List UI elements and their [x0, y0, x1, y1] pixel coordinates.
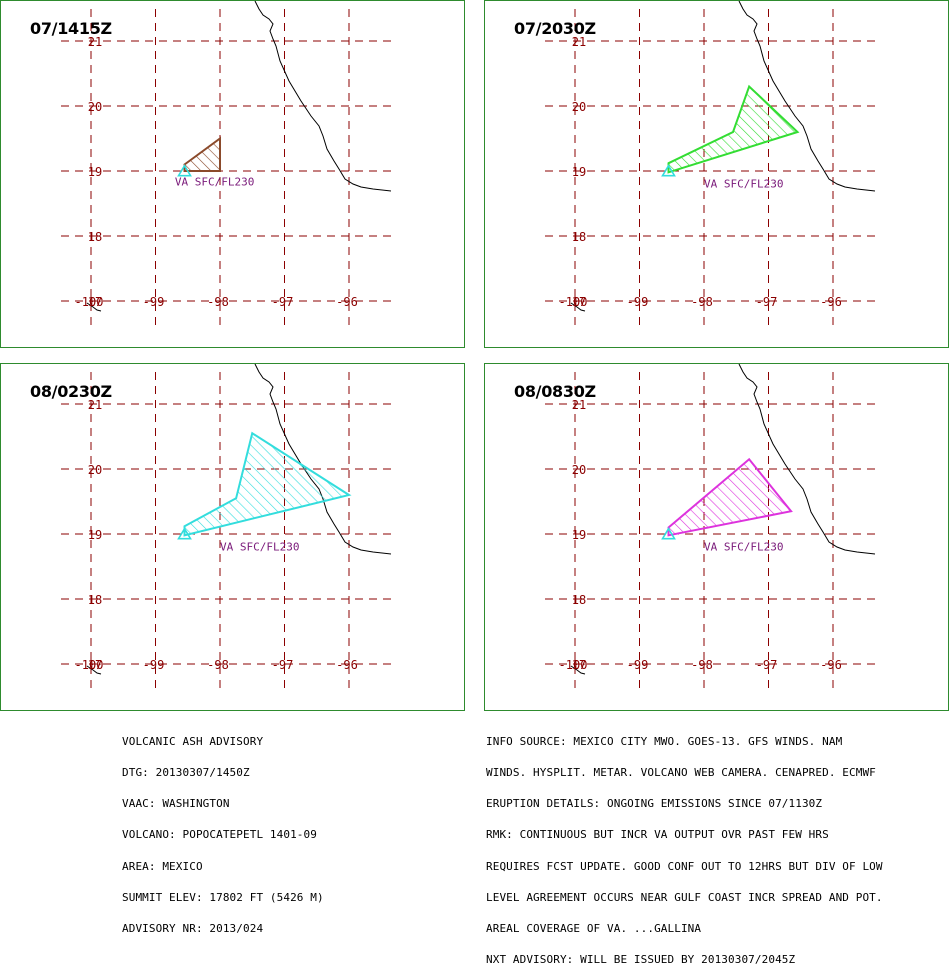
- lat-label: 17: [88, 658, 102, 672]
- lat-label: 19: [572, 165, 586, 179]
- lon-label: -96: [336, 295, 358, 309]
- lat-label: 19: [88, 165, 102, 179]
- panel-time-4: 08/0830Z: [514, 382, 596, 401]
- lat-label: 20: [572, 100, 586, 114]
- details-line: NXT ADVISORY: WILL BE ISSUED BY 20130307…: [486, 953, 796, 967]
- lon-label: -97: [272, 295, 294, 309]
- lat-label: 17: [88, 295, 102, 309]
- lat-label: 18: [88, 593, 102, 607]
- coastline-fragment: [86, 665, 102, 675]
- ash-cloud-outline: [667, 457, 793, 537]
- ash-cloud-fill: [184, 138, 220, 171]
- coastline: [738, 364, 876, 555]
- ash-cloud-label: VA SFC/FL230: [220, 540, 299, 553]
- ash-cloud-label: VA SFC/FL230: [704, 177, 783, 190]
- advisory-line: DTG: 20130307/1450Z: [122, 766, 250, 780]
- ash-map-4: 21 20 19 18 17-100 -99 -98 -97 -96 VA SFC/FL230: [545, 364, 876, 694]
- coastline-fragment: [570, 665, 586, 675]
- advisory-line: VOLCANO: POPOCATEPETL 1401-09: [122, 828, 317, 842]
- advisory-line: SUMMIT ELEV: 17802 FT (5426 M): [122, 890, 324, 904]
- ash-map-3: 21 20 19 18 17-100 -99 -98 -97 -96 VA SFC/FL230: [61, 364, 392, 694]
- ash-map-2: 21 20 19 18 17-100 -99 -98 -97 -96 VA SFC/FL230: [545, 1, 876, 331]
- advisory-line: VAAC: WASHINGTON: [122, 797, 230, 811]
- lon-label: -100: [75, 295, 104, 309]
- volcano-marker: [661, 527, 676, 540]
- lon-label: -99: [627, 658, 649, 672]
- lon-label: -100: [75, 658, 104, 672]
- lon-label: -97: [756, 295, 778, 309]
- volcano-marker: [661, 164, 676, 177]
- lat-label: 19: [88, 528, 102, 542]
- panel-time-3: 08/0230Z: [30, 382, 112, 401]
- lon-label: -97: [756, 658, 778, 672]
- lon-label: -98: [207, 295, 229, 309]
- lon-label: -98: [691, 658, 713, 672]
- forecast-panel-3: 21 20 19 18 17 -100 -99 -98 -97 -96 VA SFC/FL230 0…: [0, 363, 465, 711]
- lat-label: 21: [572, 398, 586, 412]
- lat-label: 18: [572, 230, 586, 244]
- ash-cloud-fill: [184, 433, 349, 536]
- lat-label: 21: [88, 35, 102, 49]
- lat-label: 21: [88, 398, 102, 412]
- ash-map-1: 21 20 19 18 17-100 -99 -98 -97 -96 VA SFC/FL230: [61, 1, 392, 331]
- lat-label: 20: [88, 100, 102, 114]
- details-line: WINDS. HYSPLIT. METAR. VOLCANO WEB CAMER…: [486, 766, 876, 780]
- details-line: RMK: CONTINUOUS BUT INCR VA OUTPUT OVR P…: [486, 828, 829, 842]
- lon-label: -96: [820, 295, 842, 309]
- coastline-fragment: [570, 302, 586, 312]
- advisory-details-block: INFO SOURCE: MEXICO CITY MWO. GOES-13. G…: [486, 716, 883, 976]
- lat-label: 20: [88, 463, 102, 477]
- ash-cloud-outline: [183, 136, 221, 172]
- lat-label: 17: [572, 658, 586, 672]
- forecast-panel-4: 21 20 19 18 17 -100 -99 -98 -97 -96 VA SFC/FL230 0…: [484, 363, 949, 711]
- details-line: LEVEL AGREEMENT OCCURS NEAR GULF COAST I…: [486, 890, 883, 904]
- lon-label: -100: [559, 295, 588, 309]
- lat-label: 18: [88, 230, 102, 244]
- lon-label: -97: [272, 658, 294, 672]
- coastline-fragment: [86, 302, 102, 312]
- details-line: AREAL COVERAGE OF VA. ...GALLINA: [486, 922, 702, 936]
- lat-label: 21: [572, 35, 586, 49]
- lon-label: -98: [691, 295, 713, 309]
- details-line: ERUPTION DETAILS: ONGOING EMISSIONS SINC…: [486, 797, 823, 811]
- lon-label: -99: [143, 658, 165, 672]
- advisory-line: AREA: MEXICO: [122, 859, 203, 873]
- panel-time-1: 07/1415Z: [30, 19, 112, 38]
- details-line: REQUIRES FCST UPDATE. GOOD CONF OUT TO 1…: [486, 859, 883, 873]
- lon-label: -96: [820, 658, 842, 672]
- ash-cloud-outline: [667, 84, 800, 174]
- advisory-line: VOLCANIC ASH ADVISORY: [122, 734, 264, 748]
- coastline: [738, 1, 876, 192]
- advisory-line: ADVISORY NR: 2013/024: [122, 922, 264, 936]
- lat-label: 17: [572, 295, 586, 309]
- advisory-header-block: VOLCANIC ASH ADVISORY DTG: 20130307/1450…: [122, 716, 324, 945]
- forecast-panel-2: 21 20 19 18 17 -100 -99 -98 -97 -96 VA SFC/FL230 0…: [484, 0, 949, 348]
- volcano-marker: [177, 527, 192, 540]
- details-line: INFO SOURCE: MEXICO CITY MWO. GOES-13. G…: [486, 734, 843, 748]
- lon-label: -100: [559, 658, 588, 672]
- forecast-panel-1: 21 20 19 18 17 -100 -99 -98 -97 -96 VA SFC/FL230 0…: [0, 0, 465, 348]
- coastline: [254, 1, 392, 192]
- ash-cloud-outline: [183, 431, 352, 537]
- lon-label: -99: [143, 295, 165, 309]
- lat-label: 18: [572, 593, 586, 607]
- panel-time-2: 07/2030Z: [514, 19, 596, 38]
- lon-label: -98: [207, 658, 229, 672]
- volcano-marker: [177, 164, 192, 177]
- ash-cloud-label: VA SFC/FL230: [704, 540, 783, 553]
- lat-label: 19: [572, 528, 586, 542]
- ash-cloud-label: VA SFC/FL230: [175, 175, 254, 188]
- lon-label: -96: [336, 658, 358, 672]
- lat-label: 20: [572, 463, 586, 477]
- ash-cloud-fill: [668, 86, 798, 173]
- lon-label: -99: [627, 295, 649, 309]
